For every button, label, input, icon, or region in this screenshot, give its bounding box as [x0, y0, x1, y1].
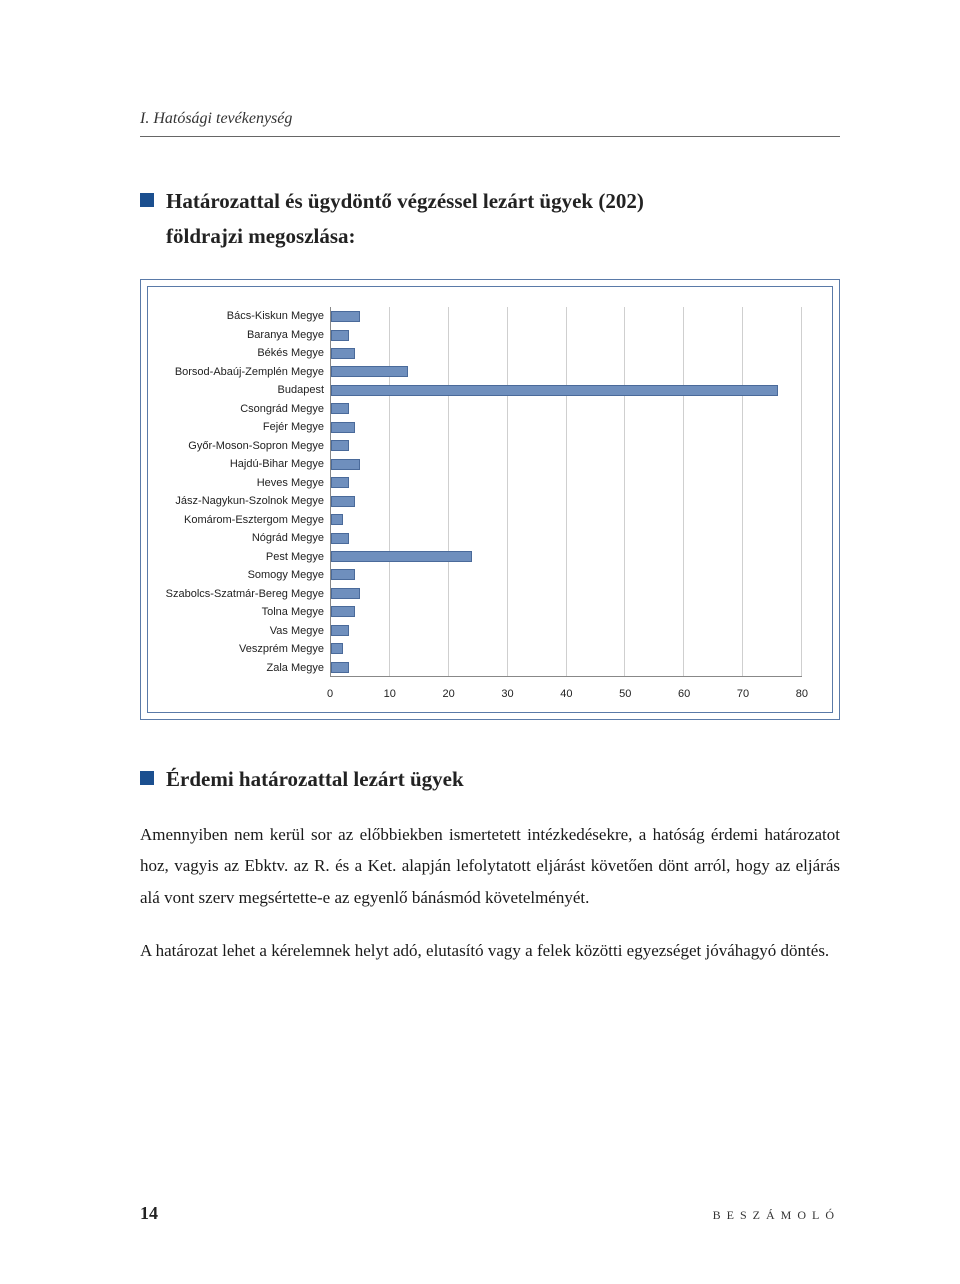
- chart-bar: [331, 422, 355, 433]
- page-number: 14: [140, 1203, 158, 1224]
- chart-panel: Bács-Kiskun MegyeBaranya MegyeBékés Megy…: [140, 279, 840, 720]
- chart-x-axis: 01020304050607080: [331, 688, 802, 700]
- chart-bar: [331, 477, 349, 488]
- chart-bar-row: [331, 566, 802, 584]
- chart-bar-row: [331, 307, 802, 325]
- footer-text: BESZÁMOLÓ: [713, 1208, 840, 1223]
- chart-bar: [331, 330, 349, 341]
- chart-bar-row: [331, 418, 802, 436]
- chart-bar: [331, 348, 355, 359]
- chart-x-tick: 40: [514, 688, 573, 700]
- chart-y-label: Győr-Moson-Sopron Megye: [158, 437, 324, 456]
- chart-y-label: Komárom-Esztergom Megye: [158, 511, 324, 530]
- section-title-2-text: Érdemi határozattal lezárt ügyek: [166, 765, 464, 794]
- chart-bar-row: [331, 603, 802, 621]
- chart-bar: [331, 643, 343, 654]
- chart-y-label: Veszprém Megye: [158, 640, 324, 659]
- chart-bar: [331, 440, 349, 451]
- chart-bar: [331, 311, 360, 322]
- chart-bar: [331, 533, 349, 544]
- chart-x-tick: 10: [337, 688, 396, 700]
- chart-x-tick: 0: [327, 688, 333, 700]
- chart-bar: [331, 403, 349, 414]
- chart-bar-row: [331, 455, 802, 473]
- chart-y-label: Tolna Megye: [158, 603, 324, 622]
- section-title-2: Érdemi határozattal lezárt ügyek: [140, 765, 840, 794]
- head-rule: [140, 136, 840, 137]
- chart-y-label: Nógrád Megye: [158, 529, 324, 548]
- chart-bar: [331, 366, 408, 377]
- chart-bar: [331, 551, 472, 562]
- chart-bar-row: [331, 437, 802, 455]
- paragraph-2: A határozat lehet a kérelemnek helyt adó…: [140, 935, 840, 966]
- section-title-1-line1: Határozattal és ügydöntő végzéssel lezár…: [166, 187, 644, 216]
- chart-y-label: Somogy Megye: [158, 566, 324, 585]
- chart-bar-row: [331, 658, 802, 676]
- chart-bar: [331, 385, 778, 396]
- paragraph-1: Amennyiben nem kerül sor az előbbiekben …: [140, 819, 840, 913]
- chart-y-label: Szabolcs-Szatmár-Bereg Megye: [158, 585, 324, 604]
- chart-y-label: Csongrád Megye: [158, 400, 324, 419]
- chart-area: Bács-Kiskun MegyeBaranya MegyeBékés Megy…: [158, 307, 802, 677]
- square-bullet-icon: [140, 193, 154, 207]
- chart-y-label: Baranya Megye: [158, 326, 324, 345]
- chart-x-tick: 70: [690, 688, 749, 700]
- chart-bar-row: [331, 529, 802, 547]
- chart-bar-row: [331, 400, 802, 418]
- square-bullet-icon: [140, 771, 154, 785]
- chart-bar-row: [331, 547, 802, 565]
- chart-x-tick: 20: [396, 688, 455, 700]
- chart-bar: [331, 606, 355, 617]
- chart-bar-row: [331, 473, 802, 491]
- chart-y-labels: Bács-Kiskun MegyeBaranya MegyeBékés Megy…: [158, 307, 330, 677]
- chart-y-label: Jász-Nagykun-Szolnok Megye: [158, 492, 324, 511]
- chart-bar: [331, 569, 355, 580]
- chart-plot: 01020304050607080: [330, 307, 802, 677]
- chart-bar-row: [331, 510, 802, 528]
- section-title-1: Határozattal és ügydöntő végzéssel lezár…: [140, 187, 840, 216]
- chart-bar-row: [331, 492, 802, 510]
- chart-bar: [331, 459, 360, 470]
- chart-y-label: Hajdú-Bihar Megye: [158, 455, 324, 474]
- section-title-1-line2: földrajzi megoszlása:: [166, 224, 840, 249]
- chart-bars: [331, 307, 802, 676]
- chart-y-label: Békés Megye: [158, 344, 324, 363]
- chart-y-label: Heves Megye: [158, 474, 324, 493]
- body-text: Amennyiben nem kerül sor az előbbiekben …: [140, 819, 840, 967]
- chart-bar-row: [331, 326, 802, 344]
- chart-bar: [331, 496, 355, 507]
- chart-y-label: Pest Megye: [158, 548, 324, 567]
- chart-y-label: Zala Megye: [158, 659, 324, 678]
- page-footer: 14 BESZÁMOLÓ: [140, 1203, 840, 1224]
- chart-bar: [331, 662, 349, 673]
- chart-y-label: Fejér Megye: [158, 418, 324, 437]
- chart-bar-row: [331, 640, 802, 658]
- chart-bar: [331, 514, 343, 525]
- chart-bar-row: [331, 363, 802, 381]
- chart-x-tick: 60: [631, 688, 690, 700]
- chart-x-tick: 80: [749, 688, 808, 700]
- chart-bar-row: [331, 621, 802, 639]
- chart-bar-row: [331, 344, 802, 362]
- chart-bar: [331, 588, 360, 599]
- chart-inner: Bács-Kiskun MegyeBaranya MegyeBékés Megy…: [147, 286, 833, 713]
- running-head: I. Hatósági tevékenység: [140, 110, 840, 128]
- chart-y-label: Vas Megye: [158, 622, 324, 641]
- chart-y-label: Borsod-Abaúj-Zemplén Megye: [158, 363, 324, 382]
- chart-x-tick: 30: [455, 688, 514, 700]
- chart-x-tick: 50: [573, 688, 632, 700]
- chart-bar: [331, 625, 349, 636]
- chart-y-label: Bács-Kiskun Megye: [158, 307, 324, 326]
- chart-y-label: Budapest: [158, 381, 324, 400]
- chart-bar-row: [331, 381, 802, 399]
- chart-bar-row: [331, 584, 802, 602]
